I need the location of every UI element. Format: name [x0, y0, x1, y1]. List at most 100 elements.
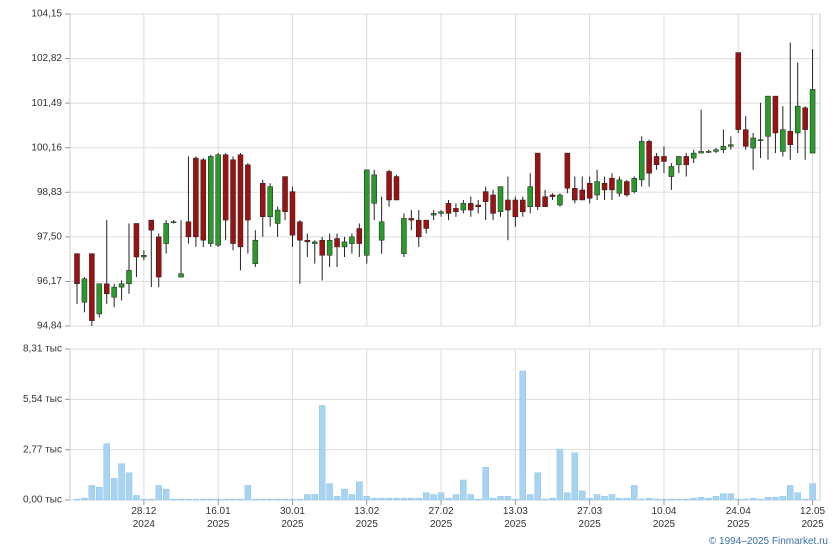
- candle-body: [230, 159, 236, 244]
- volume-bar: [88, 485, 96, 501]
- volume-bar: [348, 494, 356, 501]
- volume-bar: [519, 370, 527, 501]
- candle-body: [185, 221, 192, 238]
- volume-bar: [541, 498, 549, 501]
- volume-bar: [616, 497, 623, 501]
- x-tick-label: 30.01 2025: [279, 506, 305, 530]
- candle-body: [356, 228, 363, 244]
- candle-body: [720, 146, 727, 150]
- candle-body: [475, 204, 481, 207]
- volume-bar: [534, 472, 541, 501]
- y-tick-label: 2,77 тыс: [23, 444, 62, 455]
- candle-body: [638, 141, 645, 181]
- volume-bar: [683, 498, 690, 501]
- candle-body: [809, 89, 816, 154]
- volume-bar: [422, 492, 430, 501]
- candle-body: [118, 283, 125, 288]
- volume-bar: [214, 498, 222, 501]
- candle-body: [482, 191, 489, 202]
- candle-body: [676, 156, 682, 166]
- volume-bar: [586, 497, 593, 501]
- x-tick-label: 28.12 2024: [131, 506, 157, 530]
- candle-body: [802, 107, 808, 130]
- volume-bar: [705, 497, 712, 501]
- candle-body: [200, 159, 207, 241]
- candle-body: [572, 188, 578, 201]
- candle-body: [393, 176, 400, 201]
- candle-body: [193, 157, 199, 238]
- volume-bar: [177, 498, 185, 501]
- y-tick-label: 100,16: [31, 142, 62, 153]
- candle-body: [111, 286, 117, 298]
- volume-bar: [296, 498, 304, 501]
- volume-bar: [244, 485, 252, 501]
- volume-bar: [155, 485, 162, 501]
- volume-bar: [504, 496, 512, 501]
- volume-bar: [73, 498, 81, 501]
- candle-body: [96, 283, 103, 315]
- volume-bar: [148, 498, 155, 501]
- volume-bar: [467, 494, 475, 501]
- volume-bar: [482, 467, 489, 501]
- candle-body: [423, 219, 429, 229]
- volume-bar: [735, 498, 742, 501]
- volume-bar: [660, 498, 668, 501]
- volume-bar: [593, 494, 601, 501]
- candle-body: [787, 131, 794, 145]
- y-tick-label: 8,31 тыс: [23, 344, 62, 355]
- volume-bar: [578, 490, 586, 501]
- candle-body: [742, 129, 749, 147]
- candle-body: [728, 144, 734, 147]
- volume-bar: [103, 443, 110, 501]
- volume-bar: [222, 498, 229, 501]
- candle-body: [260, 182, 266, 217]
- volume-bar: [757, 498, 764, 501]
- candle-body: [631, 177, 637, 192]
- candle-body: [750, 137, 756, 149]
- candle-body: [133, 223, 140, 258]
- candle-body: [141, 255, 147, 258]
- volume-bar: [385, 497, 393, 501]
- candle-body: [564, 152, 571, 189]
- candle-body: [155, 236, 162, 278]
- y-tick-label: 104,15: [31, 9, 62, 20]
- candle-body: [705, 151, 712, 153]
- candle-body: [683, 156, 690, 166]
- volume-bar: [408, 497, 415, 501]
- candle-body: [430, 213, 437, 216]
- candle-body: [757, 139, 764, 141]
- volume-bar: [304, 494, 311, 501]
- x-tick-label: 12.05 2025: [800, 506, 826, 530]
- candle-body: [690, 152, 697, 159]
- candle-body: [661, 156, 667, 162]
- y-tick-label: 0,00 тыс: [23, 495, 62, 506]
- volume-bar: [237, 498, 244, 501]
- candle-body: [653, 156, 660, 166]
- candle-body: [497, 186, 504, 212]
- candle-body: [304, 239, 311, 243]
- candle-body: [594, 181, 600, 196]
- volume-bar: [608, 494, 616, 501]
- volume-bar: [363, 496, 371, 501]
- x-tick-label: 24.04 2025: [725, 506, 751, 530]
- volume-bar: [623, 497, 631, 501]
- volume-bar: [81, 497, 88, 501]
- plot-frame: [69, 348, 821, 501]
- candle-body: [512, 199, 519, 217]
- volume-bar: [252, 498, 259, 501]
- volume-bar: [259, 498, 266, 501]
- candle-body: [274, 209, 281, 224]
- candle-body: [408, 218, 415, 221]
- volume-bar: [200, 498, 207, 501]
- volume-bar: [266, 498, 274, 501]
- candle-body: [609, 177, 615, 191]
- candle-body: [252, 239, 259, 264]
- candle-body: [81, 278, 88, 303]
- volume-bar: [452, 494, 460, 501]
- candle-body: [616, 179, 623, 194]
- y-tick-label: 98,83: [37, 187, 62, 198]
- volume-bar: [631, 485, 638, 501]
- candle-body: [735, 52, 742, 130]
- candle-body: [282, 176, 288, 212]
